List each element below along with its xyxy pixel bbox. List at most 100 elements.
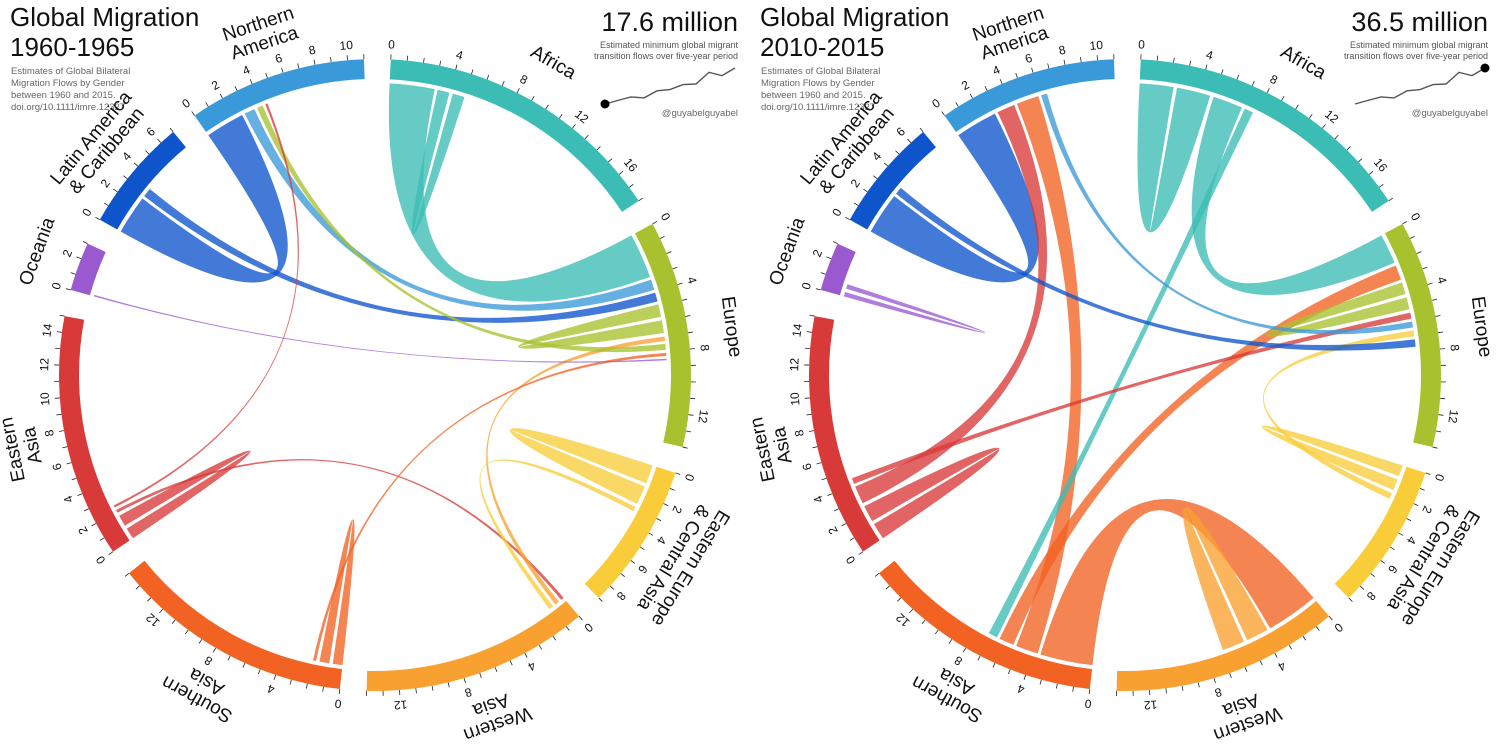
tick-mark (666, 251, 672, 254)
tick-mark (1379, 184, 1384, 188)
tick-mark (1413, 503, 1419, 507)
tick-mark (815, 288, 821, 291)
sparkline-line (604, 67, 736, 105)
region-arc (878, 560, 1093, 690)
tick-label: 4 (991, 62, 1003, 78)
region-label: Oceania (15, 214, 59, 288)
region-label: Africa (527, 42, 580, 85)
flow-ribbon (1040, 499, 1314, 666)
tick-label: 8 (518, 72, 531, 88)
tick-mark (439, 60, 442, 66)
tick-mark (609, 585, 615, 590)
tick-mark (806, 413, 812, 416)
region-sasia: 0 4 8 12 SouthernAsia (124, 560, 342, 727)
tick-label: 0 (829, 206, 845, 219)
tick-mark (638, 197, 644, 202)
tick-mark (62, 446, 68, 449)
tick-label: 0 (1408, 210, 1424, 223)
tick-mark (227, 655, 231, 661)
tick-mark (1389, 546, 1395, 551)
tick-mark (169, 127, 174, 133)
tick-mark (608, 158, 613, 163)
tick-mark (620, 573, 625, 578)
tick-mark (907, 138, 912, 143)
panel-subtitle: Estimates of Global Bilateral Migration … (761, 66, 881, 113)
tick-mark (234, 85, 238, 91)
tick-mark (103, 202, 109, 206)
region-label: Oceania (765, 214, 809, 288)
tick-mark (1236, 74, 1240, 80)
region-namerica: 0 2 4 6 8 10 NorthernAmerica (179, 3, 365, 132)
flow-ribbon (120, 114, 288, 283)
tick-mark (584, 134, 589, 140)
tick-label: 2 (209, 77, 222, 93)
tick-mark (1173, 57, 1175, 63)
tick-label: 6 (1385, 562, 1400, 576)
region-arc (194, 59, 365, 132)
tick-label: 4 (1434, 275, 1449, 286)
tick-mark (219, 93, 223, 99)
tick-label: 16 (621, 155, 640, 174)
flow-ribbon (1016, 96, 1082, 654)
tick-mark (565, 626, 570, 631)
tick-label: 0 (682, 472, 697, 483)
region-europe: 0 4 8 12 Europe (1384, 210, 1496, 449)
tick-mark (431, 685, 434, 691)
tick-label: 4 (1204, 48, 1214, 63)
tick-mark (1229, 673, 1232, 678)
flow-ribbon (1183, 507, 1268, 651)
region-label: NorthernAmerica (220, 3, 303, 65)
tick-label: 4 (811, 493, 827, 505)
tick-mark (1315, 626, 1320, 631)
tick-mark (1346, 146, 1351, 151)
tick-mark (82, 241, 88, 244)
tick-label: 8 (1268, 72, 1281, 88)
tick-label: 12 (37, 357, 51, 371)
tick-mark (849, 537, 855, 541)
tick-mark (56, 413, 62, 416)
region-arc (808, 316, 880, 552)
region-arc (1116, 600, 1330, 692)
tick-mark (265, 73, 268, 79)
tick-mark (1281, 96, 1285, 101)
total-flow-description: Estimated minimum global migrant transit… (1343, 40, 1488, 61)
tick-mark (479, 673, 482, 678)
tick-label: 6 (144, 124, 159, 139)
tick-mark (1425, 472, 1431, 475)
tick-label: 8 (1364, 589, 1379, 604)
region-label: SouthernAsia (908, 654, 995, 727)
region-label: Africa (1277, 42, 1330, 85)
tick-label: 4 (525, 659, 538, 675)
region-label: EasternAsia (750, 411, 800, 483)
tick-mark (1438, 331, 1444, 334)
tick-mark (1197, 682, 1200, 688)
tick-mark (1288, 644, 1293, 650)
tick-mark (992, 662, 996, 668)
tick-mark (685, 430, 692, 433)
tick-mark (1055, 683, 1058, 689)
tick-mark (685, 315, 691, 317)
tick-mark (909, 608, 914, 614)
tick-mark (1328, 615, 1333, 621)
tick-mark (471, 69, 474, 75)
tick-label: 0 (93, 553, 109, 567)
tick-mark (1406, 518, 1412, 522)
tick-mark (249, 79, 253, 85)
tick-mark (135, 585, 140, 590)
tick-mark (322, 686, 324, 692)
tick-label: 0 (179, 96, 193, 111)
tick-label: 0 (388, 37, 396, 51)
tick-mark (1072, 686, 1074, 692)
tick-label: 4 (61, 493, 77, 505)
total-flow-value: 36.5 million (1351, 7, 1488, 37)
region-arc (99, 131, 186, 230)
tick-mark (934, 629, 939, 635)
region-arc (70, 243, 106, 296)
tick-mark (242, 662, 246, 668)
tick-mark (1422, 266, 1428, 270)
flow-ribbon (1265, 282, 1410, 337)
tick-mark (159, 608, 164, 614)
flow-ribbon (119, 450, 251, 539)
